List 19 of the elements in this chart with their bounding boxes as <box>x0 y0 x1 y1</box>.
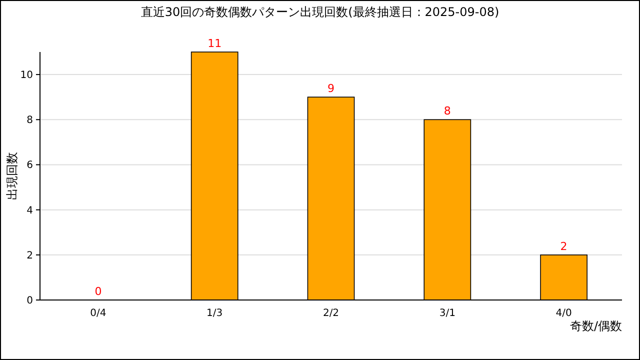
data-label: 8 <box>444 104 451 118</box>
y-tick-label: 4 <box>26 205 33 216</box>
y-tick-label: 2 <box>26 250 33 262</box>
y-tick-label: 6 <box>26 160 33 172</box>
data-label: 0 <box>94 285 102 298</box>
x-tick-label: 3/1 <box>439 308 456 319</box>
data-label: 11 <box>208 37 222 50</box>
chart-title: 直近30回の奇数偶数パターン出現回数(最終抽選日：2025-09-08) <box>140 5 500 19</box>
x-tick-label: 4/0 <box>556 308 572 319</box>
x-tick-label: 2/2 <box>322 308 340 319</box>
x-tick-label: 0/4 <box>90 308 106 319</box>
y-tick-label: 0 <box>26 296 33 306</box>
x-tick-label: 1/3 <box>206 308 223 319</box>
y-axis-title: 出現回数 <box>5 152 19 200</box>
x-axis-title: 奇数/偶数 <box>570 319 622 333</box>
data-label: 9 <box>328 82 334 96</box>
y-tick-label: 10 <box>20 70 33 82</box>
y-tick-label: 8 <box>26 115 33 126</box>
data-label: 2 <box>560 240 568 253</box>
